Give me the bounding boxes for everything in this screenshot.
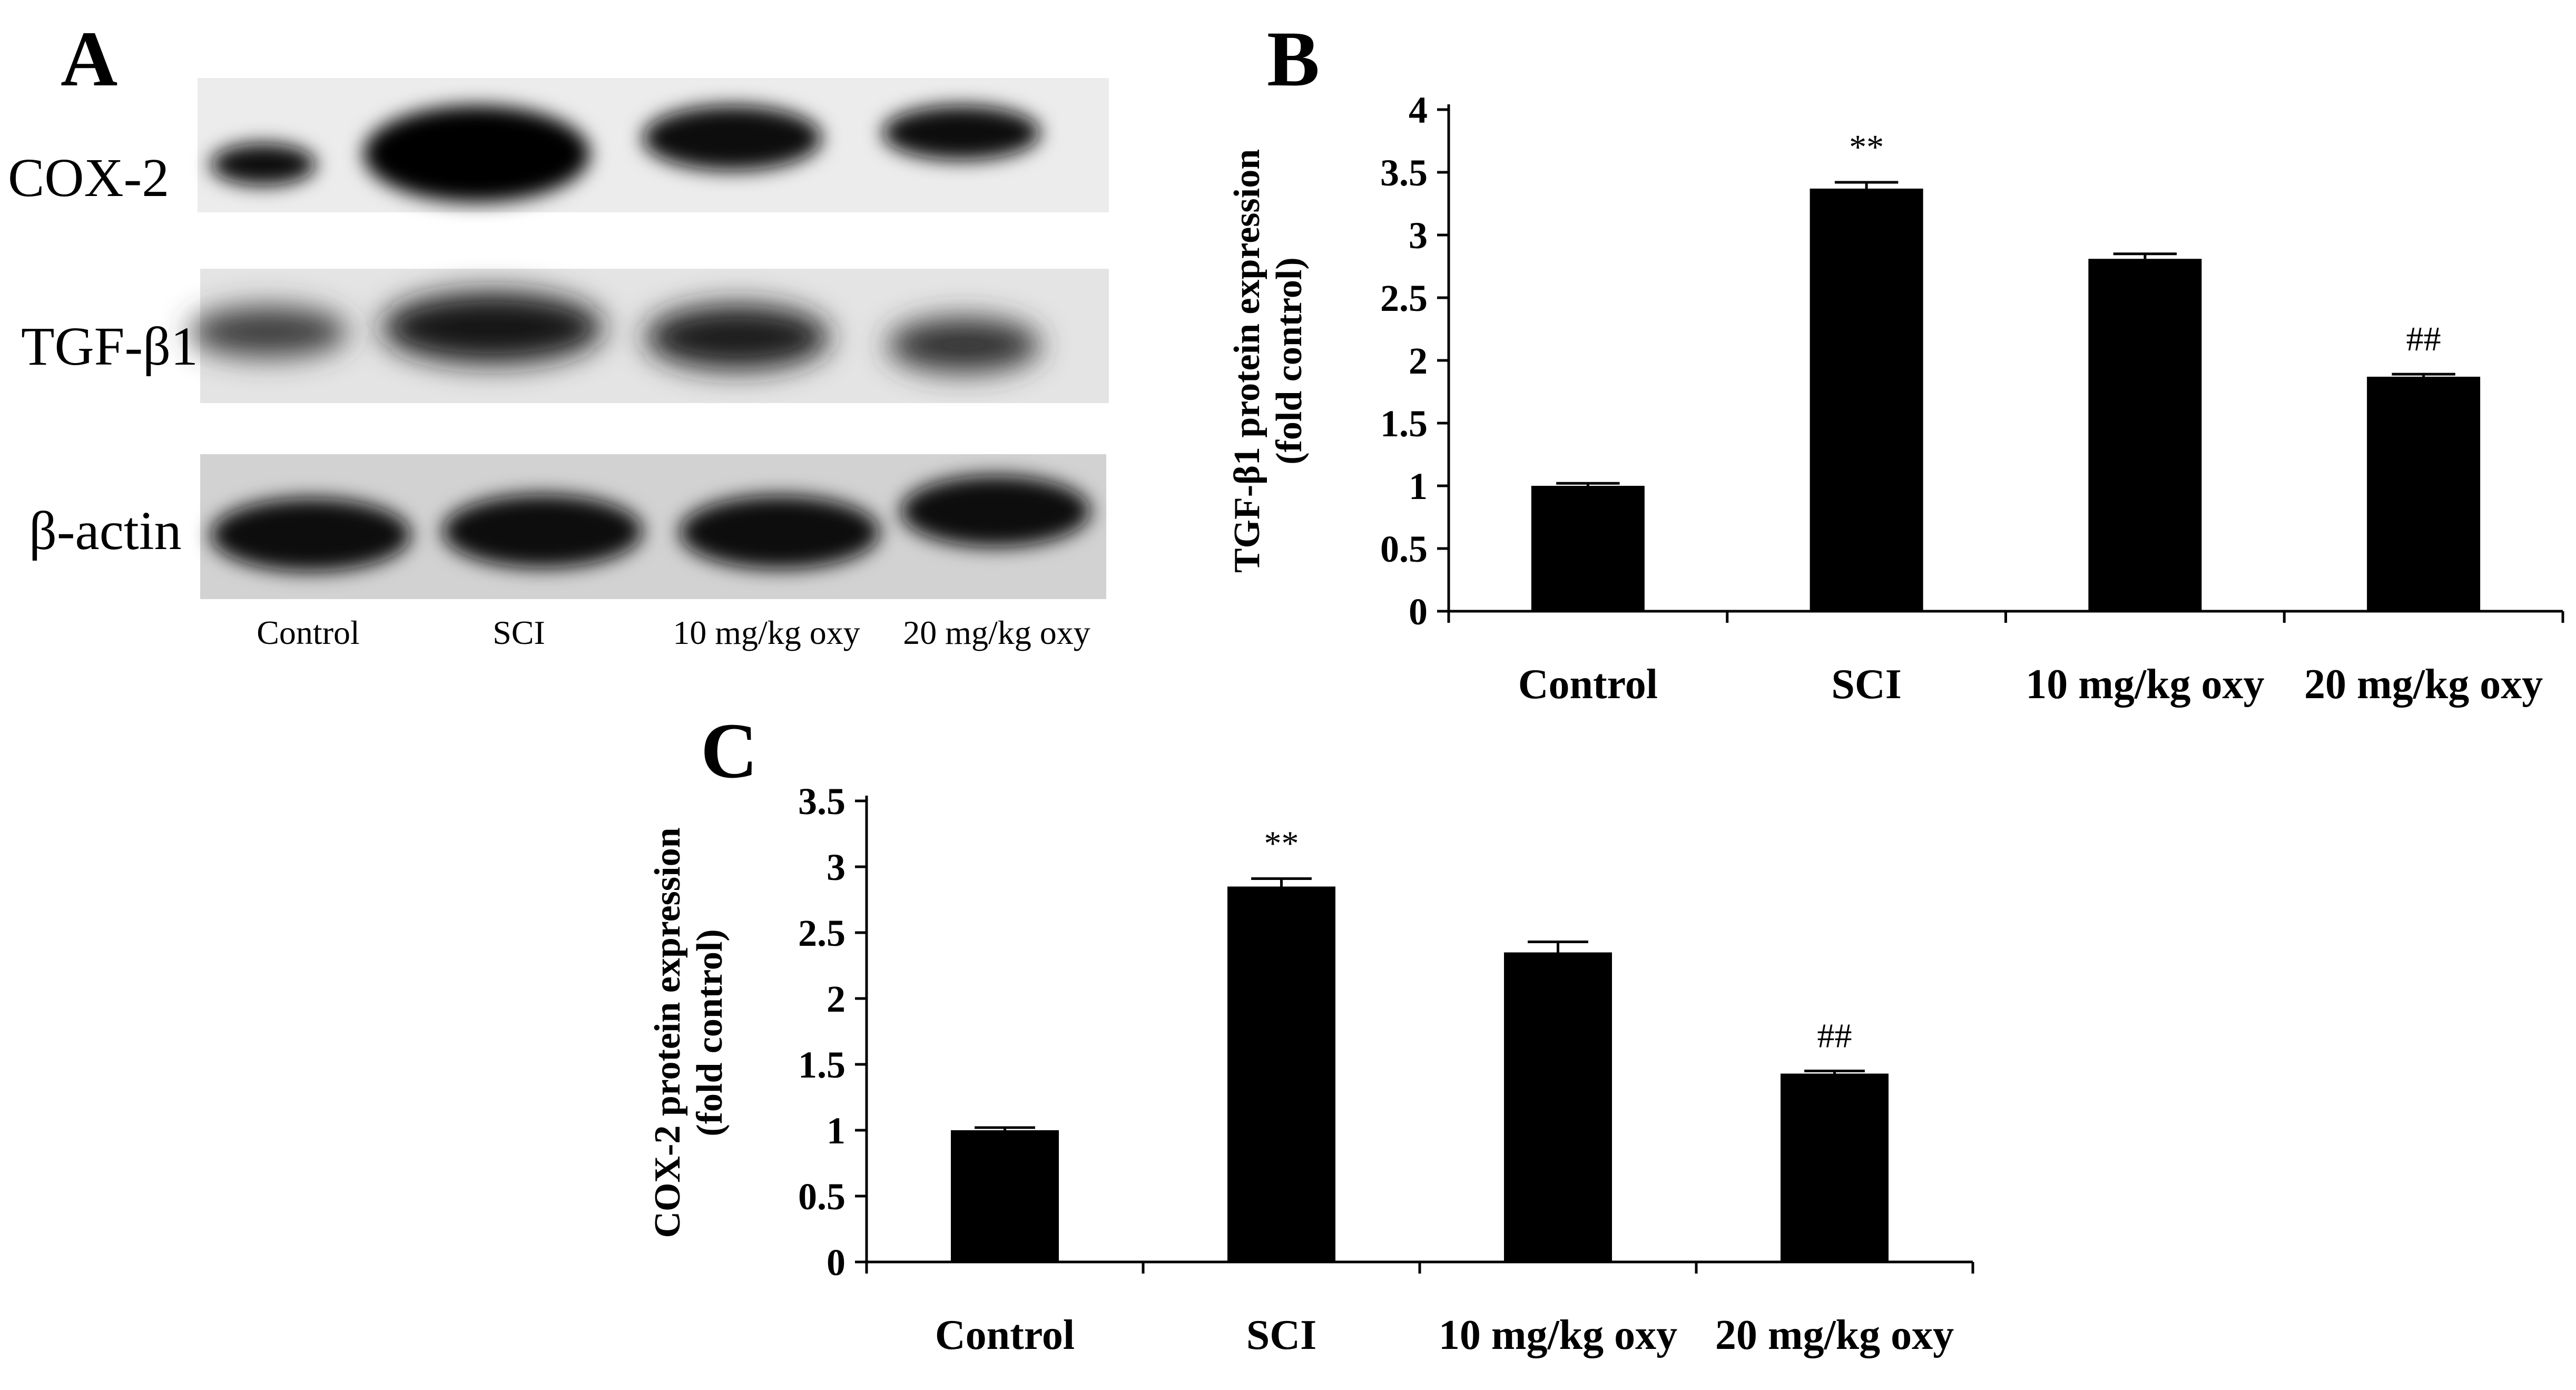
y-tick-label: 3 <box>827 846 845 888</box>
blot-lane-label-20mg: 20 mg/kg oxy <box>903 614 1090 651</box>
panel-letter-c: C <box>701 707 758 795</box>
band-tgfb1-sci <box>382 292 603 364</box>
chart-b: 0 0.5 1 1.5 2 2.5 3 3.5 4 Control ** SCI 10 mg/kg ox… <box>1227 89 2564 708</box>
band-cox2-sci <box>363 105 590 202</box>
y-tick-label: 0.5 <box>798 1176 845 1218</box>
error-bar <box>2392 373 2455 377</box>
significance-label: ## <box>2406 320 2441 358</box>
blot-row-label-tgfb1: TGF-β1 <box>21 316 198 377</box>
blot-lane-label-sci: SCI <box>493 614 545 651</box>
bar <box>951 1130 1059 1262</box>
bar <box>1781 1073 1889 1262</box>
band-bactin-control <box>211 498 411 572</box>
blot-bands-cox2 <box>211 105 1040 202</box>
x-category-label: Control <box>1518 661 1658 708</box>
y-tick-label: 2.5 <box>798 912 845 954</box>
band-tgfb1-control <box>190 307 348 357</box>
bar <box>2088 259 2202 612</box>
blot-bands-tgfb1 <box>190 292 1040 373</box>
significance-label: ## <box>1817 1017 1852 1055</box>
y-tick-label: 2 <box>1409 340 1428 382</box>
blot-lane-label-control: Control <box>257 614 360 651</box>
bar <box>1810 188 1923 611</box>
y-axis-label-line1: TGF-β1 protein expression <box>1227 149 1267 573</box>
error-bar <box>1528 941 1588 953</box>
bar <box>1504 952 1612 1262</box>
y-axis-label-line2: (fold control) <box>1269 257 1310 464</box>
x-category-label: 20 mg/kg oxy <box>1715 1312 1954 1358</box>
y-tick-label: 1 <box>827 1110 845 1152</box>
blot-row-label-bactin: β-actin <box>29 501 182 561</box>
panel-letter-b: B <box>1267 15 1320 103</box>
band-tgfb1-10mg <box>645 305 830 370</box>
significance-label: ** <box>1849 128 1884 167</box>
error-bar <box>1251 877 1312 887</box>
panel-b: B 0 0.5 1 1.5 2 2.5 3 3.5 4 Control ** SCI 10 mg/kg … <box>1227 15 2564 708</box>
bar <box>2367 376 2481 611</box>
y-tick-label: 3 <box>1409 214 1428 257</box>
band-cox2-control <box>211 143 316 185</box>
y-tick-label: 0 <box>827 1241 845 1284</box>
x-category-label: 10 mg/kg oxy <box>2026 661 2264 708</box>
band-cox2-20mg <box>882 105 1040 160</box>
x-category-label: 10 mg/kg oxy <box>1439 1312 1677 1358</box>
y-tick-label: 0.5 <box>1380 528 1428 570</box>
significance-label: ** <box>1264 825 1299 863</box>
bar <box>1531 486 1645 611</box>
y-axis-label: COX-2 protein expression (fold control) <box>647 827 730 1238</box>
blot-bands-bactin <box>211 475 1090 572</box>
panel-c: C 0 0.5 1 1.5 2 2.5 3 3.5 Control ** SCI 10 mg/kg o… <box>647 707 1974 1358</box>
y-axis-label-line2: (fold control) <box>690 929 730 1136</box>
bar <box>1227 886 1335 1262</box>
band-cox2-10mg <box>643 105 822 171</box>
error-bar <box>2113 252 2177 259</box>
y-tick-label: 1.5 <box>798 1044 845 1086</box>
y-tick-label: 3.5 <box>798 780 845 823</box>
error-bar <box>1834 181 1899 189</box>
blot-row-label-cox2: COX-2 <box>8 148 169 208</box>
y-tick-label: 1 <box>1409 465 1428 507</box>
y-tick-label: 4 <box>1409 89 1428 131</box>
panel-letter-a: A <box>61 15 117 103</box>
error-bar <box>1556 482 1620 486</box>
error-bar <box>1804 1070 1865 1074</box>
panel-a: A COX-2 TGF-β1 β-actin <box>8 15 1109 651</box>
x-category-label: SCI <box>1831 661 1901 708</box>
x-category-label: Control <box>935 1312 1075 1358</box>
y-axis-label: TGF-β1 protein expression (fold control) <box>1227 149 1310 573</box>
y-tick-label: 2.5 <box>1380 277 1428 319</box>
error-bar <box>975 1126 1035 1130</box>
blot-lane-label-10mg: 10 mg/kg oxy <box>673 614 860 651</box>
x-category-label: SCI <box>1246 1312 1316 1358</box>
band-bactin-20mg <box>901 475 1090 547</box>
band-bactin-10mg <box>680 495 880 569</box>
band-bactin-sci <box>443 494 643 568</box>
y-tick-label: 3.5 <box>1380 152 1428 194</box>
x-category-label: 20 mg/kg oxy <box>2304 661 2543 708</box>
band-tgfb1-20mg <box>888 318 1040 373</box>
y-tick-label: 0 <box>1409 591 1428 633</box>
y-tick-label: 1.5 <box>1380 403 1428 445</box>
y-axis-label-line1: COX-2 protein expression <box>647 827 688 1238</box>
chart-c: 0 0.5 1 1.5 2 2.5 3 3.5 Control ** SCI 10 mg/kg oxy… <box>647 780 1974 1358</box>
y-tick-label: 2 <box>827 978 845 1020</box>
